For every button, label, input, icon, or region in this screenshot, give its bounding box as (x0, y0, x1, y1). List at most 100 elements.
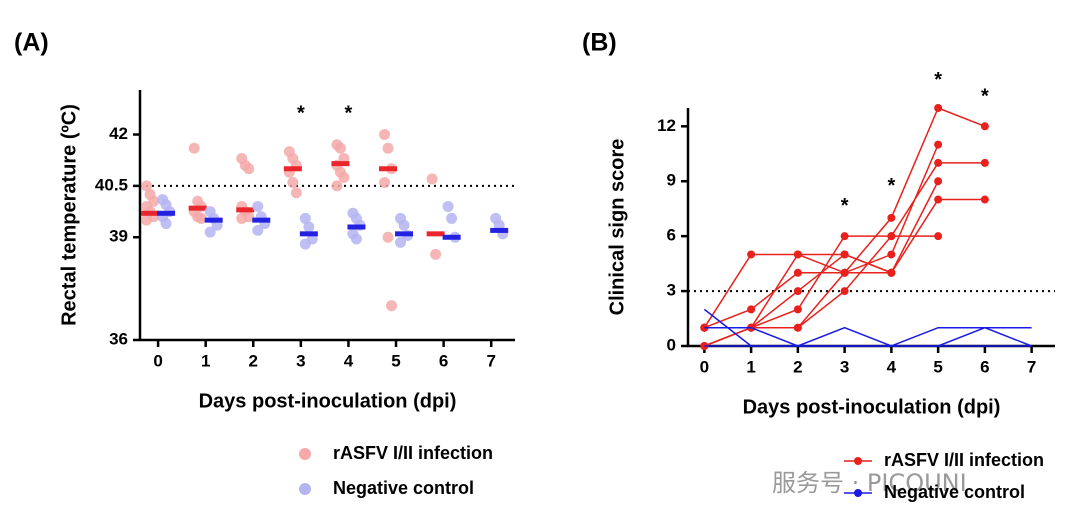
data-point (446, 212, 458, 224)
x-tick-label: 7 (486, 351, 495, 370)
line-marker (747, 305, 756, 314)
line-marker (980, 158, 989, 167)
data-point (442, 200, 454, 212)
line-marker (934, 104, 943, 112)
y-tick-label: 36 (109, 329, 128, 348)
annotation: * (345, 102, 353, 124)
mean-bar (395, 231, 414, 237)
x-tick-label: 1 (201, 351, 210, 370)
line-marker (840, 232, 849, 241)
mean-bar (426, 231, 445, 237)
annotation: * (841, 195, 849, 217)
annotation: * (934, 69, 942, 91)
y-tick-label: 9 (667, 171, 676, 190)
data-point (395, 236, 407, 248)
mean-bar (236, 207, 255, 213)
data-point (430, 248, 442, 260)
legend-marker (299, 483, 311, 495)
y-tick-label: 3 (667, 281, 676, 300)
mean-bar (188, 205, 207, 211)
line-marker (934, 158, 943, 167)
series-line (704, 326, 1032, 347)
x-tick-label: 7 (1027, 357, 1036, 376)
x-tick-label: 5 (391, 351, 400, 370)
line-marker (934, 177, 943, 186)
line-marker (840, 268, 849, 277)
data-point (426, 173, 438, 185)
y-tick-label: 39 (109, 227, 128, 246)
x-tick-label: 2 (249, 351, 258, 370)
data-point (160, 218, 172, 230)
x-tick-label: 2 (793, 357, 802, 376)
line-marker (887, 250, 896, 259)
data-point (236, 212, 248, 224)
y-tick-label: 40.5 (95, 175, 128, 194)
data-point (382, 231, 394, 243)
data-point (334, 142, 346, 154)
mean-bar (252, 217, 271, 223)
line-marker (793, 268, 802, 277)
data-point (379, 176, 391, 188)
data-point (299, 238, 311, 250)
legend-label: Negative control (884, 482, 1025, 502)
x-tick-label: 3 (296, 351, 305, 370)
panel-label: (A) (14, 29, 49, 57)
data-point (382, 142, 394, 154)
x-tick-label: 3 (840, 357, 849, 376)
mean-bar (490, 227, 509, 233)
data-point (379, 129, 391, 141)
panel-label: (B) (582, 29, 617, 57)
line-marker (793, 305, 802, 314)
legend-label: Negative control (333, 478, 474, 498)
mean-bar (442, 234, 461, 240)
line-marker (980, 195, 989, 204)
line-marker (793, 323, 802, 332)
mean-bar (379, 166, 398, 172)
x-tick-label: 4 (344, 351, 354, 370)
line-marker (887, 232, 896, 241)
x-tick-label: 5 (933, 357, 942, 376)
data-point (290, 187, 302, 199)
data-point (252, 224, 264, 236)
x-axis-label: Days post-inoculation (dpi) (743, 396, 1001, 418)
mean-bar (299, 231, 318, 237)
line-marker (887, 213, 896, 222)
mean-bar (141, 210, 160, 216)
data-point (386, 300, 398, 312)
x-axis-label: Days post-inoculation (dpi) (199, 390, 457, 412)
series-line (704, 107, 986, 347)
x-tick-label: 0 (700, 357, 709, 376)
mean-bar (157, 210, 176, 216)
line-marker (980, 122, 989, 131)
data-point (287, 176, 299, 188)
y-axis-label: Clinical sign score (606, 139, 628, 316)
legend-marker (854, 457, 862, 465)
y-tick-label: 6 (667, 226, 676, 245)
series-line (703, 198, 985, 329)
line-marker (934, 140, 943, 149)
data-point (195, 212, 207, 224)
mean-bar (283, 166, 302, 172)
y-tick-label: 12 (657, 116, 676, 135)
data-point (398, 219, 410, 231)
data-point (331, 180, 343, 192)
x-tick-label: 0 (153, 351, 162, 370)
x-tick-label: 1 (746, 357, 755, 376)
x-tick-label: 4 (887, 357, 897, 376)
annotation: * (981, 85, 989, 107)
legend-label: rASFV I/II infection (333, 443, 493, 463)
annotation: * (887, 175, 895, 197)
mean-bar (331, 161, 350, 167)
line-marker (840, 250, 849, 259)
x-tick-label: 6 (980, 357, 989, 376)
data-point (188, 142, 200, 154)
line-marker (747, 250, 756, 259)
legend-marker (299, 448, 311, 460)
data-point (243, 163, 255, 175)
line-marker (934, 232, 943, 241)
series-line (704, 180, 939, 347)
x-tick-label: 6 (439, 351, 448, 370)
y-tick-label: 42 (109, 124, 128, 143)
y-tick-label: 0 (667, 335, 676, 354)
